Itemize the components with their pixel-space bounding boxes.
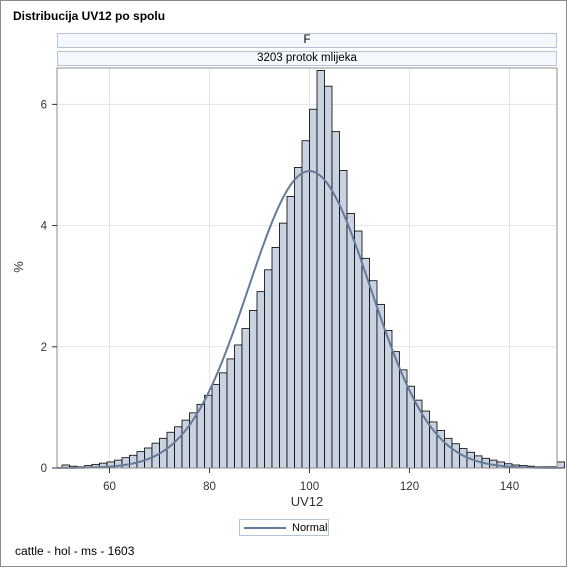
histogram-bar [556,461,565,469]
histogram-bar [279,222,288,469]
y-tick-label: 6 [41,99,47,111]
legend: Normal [239,519,329,536]
histogram-bar [196,403,205,469]
histogram-bar [369,280,378,469]
histogram-bars [61,70,565,469]
x-tick-label: 60 [103,481,116,493]
histogram-bar [204,394,213,469]
histogram-bar [301,140,310,469]
histogram-bar [354,230,363,469]
histogram-bar [226,358,235,469]
histogram-bar [286,196,295,469]
y-tick-label: 0 [41,463,47,475]
y-tick-label: 2 [41,342,47,354]
histogram-bar [129,454,138,469]
panel-header-trait: 3203 protok mlijeka [57,51,557,66]
x-tick-label: 80 [203,481,216,493]
histogram-bar [271,246,280,469]
legend-line-swatch [244,526,286,529]
chart-title: Distribucija UV12 po spolu [13,9,166,23]
panel-header-sex: F [57,33,557,48]
histogram-bar [346,213,355,469]
x-axis-title: UV12 [291,494,324,509]
axis-ticks: 60 80 100 120 140 0 2 4 6 [41,99,520,493]
histogram-bar [234,344,243,469]
histogram-bar [256,291,265,469]
plot-area-border [56,67,558,469]
histogram-bar [309,108,318,469]
histogram-bar [316,70,325,469]
histogram-bar [459,448,468,469]
normal-curve [56,170,558,469]
histogram-bar [384,330,393,469]
histogram-bar [249,310,258,469]
histogram-bar [331,131,340,469]
histogram-bar [451,443,460,469]
histogram-bar [241,328,250,469]
legend-label: Normal [292,521,328,534]
footnote: cattle - hol - ms - 1603 [15,544,135,558]
histogram-bar [294,166,303,469]
histogram-bar [361,257,370,469]
y-tick-label: 4 [41,221,48,233]
x-tick-label: 120 [400,481,419,493]
y-axis-title: % [11,261,26,273]
x-tick-label: 100 [300,481,319,493]
histogram-bar [376,303,385,469]
histogram-bar [264,269,273,469]
histogram-bar [324,85,333,469]
x-tick-label: 140 [500,481,519,493]
histogram-bar [121,457,130,469]
histogram-bar [211,383,220,469]
histogram-bar [219,372,228,469]
histogram-bar [174,426,183,469]
histogram-bar [391,351,400,469]
histogram-bar [166,431,175,469]
